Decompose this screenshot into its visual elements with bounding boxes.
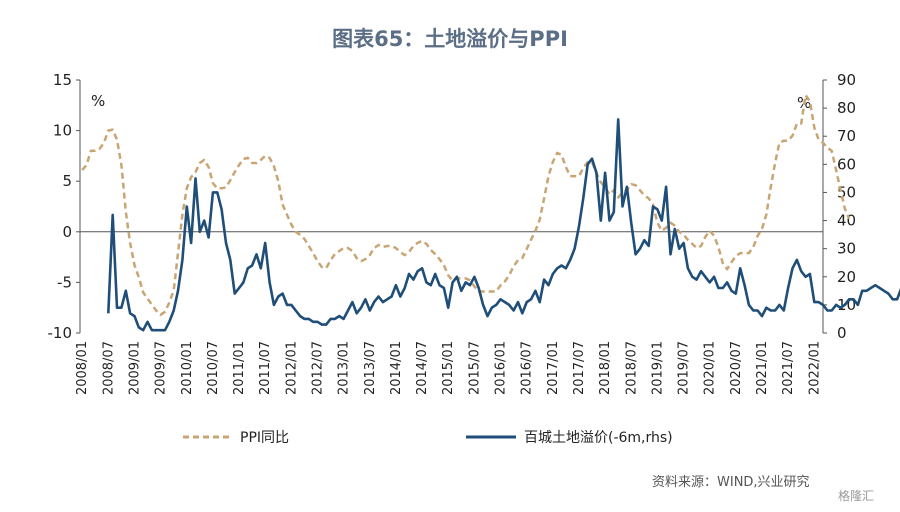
watermark: 格隆汇	[838, 488, 874, 503]
x-tick-label: 2012/01	[284, 341, 299, 395]
left-y-axis: -10 -5 0 5 10 15	[48, 71, 81, 342]
x-tick-label: 2019/07	[677, 341, 692, 395]
x-tick-label: 2008/07	[101, 341, 116, 395]
x-tick-label: 2009/07	[154, 341, 169, 395]
x-tick-label: 2008/01	[75, 341, 90, 395]
x-tick-label: 2020/01	[703, 341, 718, 395]
right-tick-label: 20	[837, 268, 856, 286]
x-tick-label: 2016/01	[494, 341, 509, 395]
chart-title: 图表65：土地溢价与PPI	[332, 27, 568, 51]
left-tick-label: -5	[57, 273, 72, 291]
x-tick-label: 2014/01	[389, 341, 404, 395]
x-tick-label: 2021/01	[755, 341, 770, 395]
x-tick-label: 2009/01	[127, 341, 142, 395]
left-tick-label: 15	[53, 71, 72, 89]
x-tick-label: 2011/01	[232, 341, 247, 395]
right-tick-label: 30	[837, 240, 856, 258]
legend: PPI同比 百城土地溢价(-6m,rhs)	[183, 430, 673, 446]
x-tick-label: 2022/01	[807, 341, 822, 395]
series-land-premium-line	[107, 118, 900, 332]
x-tick-label: 2017/07	[572, 341, 587, 395]
right-tick-label: 90	[837, 71, 856, 89]
x-tick-label: 2011/07	[258, 341, 273, 395]
legend-ppi-label: PPI同比	[240, 430, 289, 446]
legend-land-label: 百城土地溢价(-6m,rhs)	[524, 430, 673, 446]
x-tick-label: 2014/07	[415, 341, 430, 395]
series-ppi-line	[81, 93, 851, 317]
x-tick-label: 2020/07	[729, 341, 744, 395]
x-tick-label: 2012/07	[310, 341, 325, 395]
right-tick-label: 70	[837, 127, 856, 145]
plot-area	[81, 93, 900, 332]
right-tick-label: 60	[837, 155, 856, 173]
source-note: 资料来源：WIND,兴业研究	[652, 475, 810, 490]
left-tick-label: 0	[62, 223, 72, 241]
left-tick-label: 5	[62, 172, 72, 190]
x-tick-label: 2010/07	[206, 341, 221, 395]
x-tick-label: 2017/01	[546, 341, 561, 395]
x-tick-label: 2015/01	[441, 341, 456, 395]
left-tick-label: 10	[53, 122, 72, 140]
left-tick-label: -10	[48, 324, 73, 342]
x-tick-label: 2013/01	[337, 341, 352, 395]
x-tick-label: 2018/07	[624, 341, 639, 395]
right-tick-label: 80	[837, 99, 856, 117]
right-tick-label: 40	[837, 212, 856, 230]
x-tick-label: 2021/07	[781, 341, 796, 395]
x-tick-label: 2013/07	[363, 341, 378, 395]
x-tick-label: 2016/07	[520, 341, 535, 395]
x-axis: 2008/01 2008/07 2009/01 2009/07 2010/01 2010/…	[75, 231, 823, 395]
right-tick-label: 0	[837, 324, 847, 342]
x-tick-label: 2018/01	[598, 341, 613, 395]
left-unit-label: %	[91, 92, 105, 110]
x-tick-label: 2019/01	[650, 341, 665, 395]
x-tick-label: 2010/01	[180, 341, 195, 395]
x-tick-label: 2015/07	[467, 341, 482, 395]
